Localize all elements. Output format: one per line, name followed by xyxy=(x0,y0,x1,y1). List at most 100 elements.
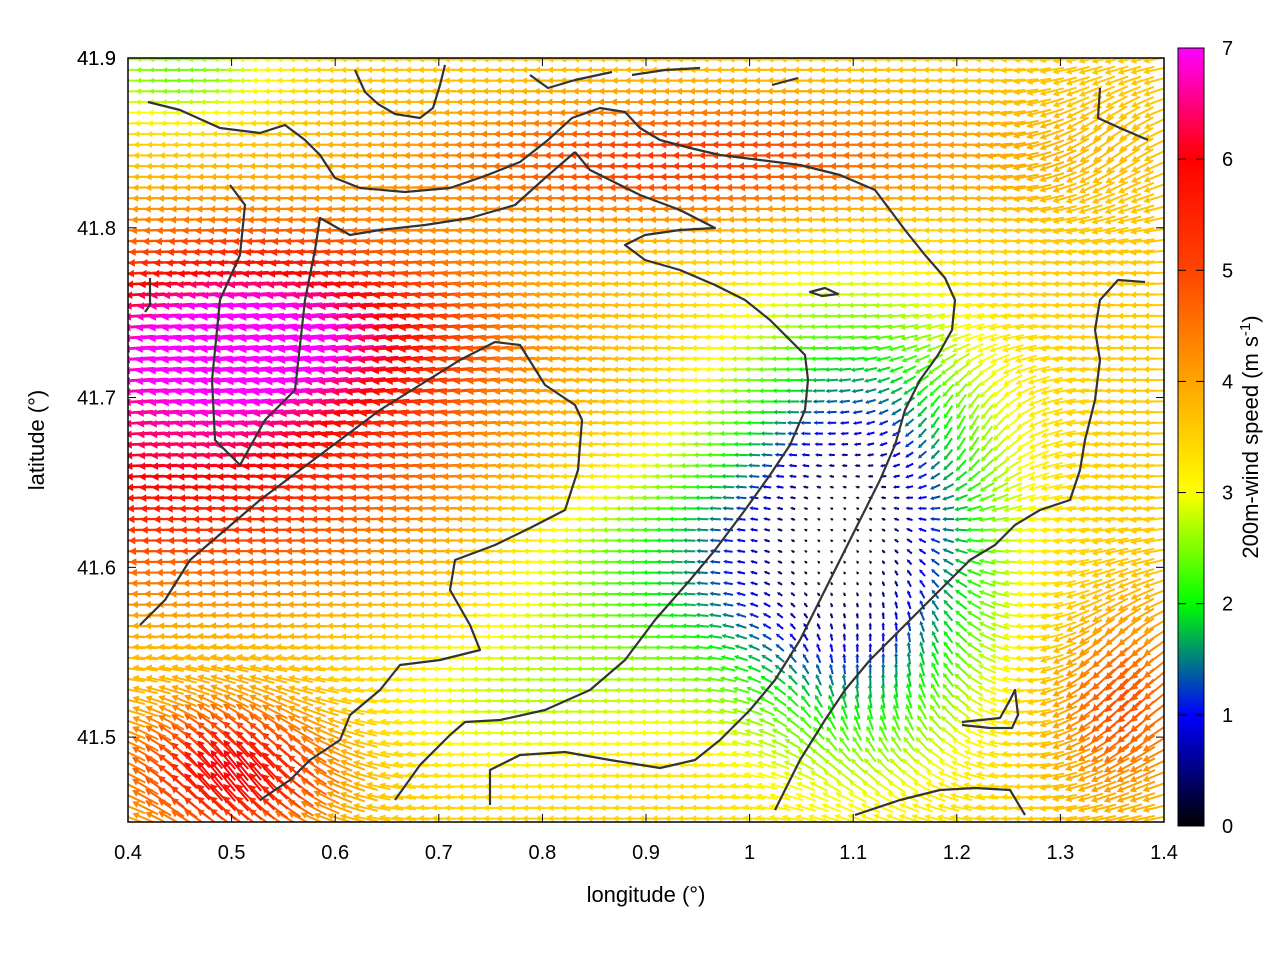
wind-arrow xyxy=(748,634,759,639)
wind-arrow xyxy=(917,397,927,407)
wind-arrow xyxy=(856,592,859,596)
wind-arrow xyxy=(722,506,734,510)
wind-arrow xyxy=(707,474,722,479)
wind-arrow xyxy=(1066,160,1089,172)
wind-arrow xyxy=(882,581,885,586)
wind-arrow xyxy=(750,603,759,607)
wind-arrow xyxy=(119,717,145,727)
wind-arrow xyxy=(856,623,859,630)
wind-arrow xyxy=(762,634,771,640)
wind-arrow xyxy=(878,399,889,404)
wind-arrow xyxy=(944,427,952,440)
wind-arrow xyxy=(856,582,859,585)
wind-arrow xyxy=(956,449,965,461)
wind-arrows xyxy=(110,56,1168,829)
wind-arrow xyxy=(759,399,774,404)
wind-arrow xyxy=(953,364,968,375)
wind-arrow xyxy=(804,529,807,532)
wind-arrow xyxy=(893,485,900,488)
wind-arrow xyxy=(830,613,833,618)
wind-arrow xyxy=(786,717,799,727)
wind-arrow xyxy=(878,410,888,415)
wind-arrow xyxy=(829,664,833,675)
wind-arrow xyxy=(1105,690,1128,713)
wind-arrow xyxy=(119,791,145,804)
wind-arrow xyxy=(750,560,757,563)
wind-arrow xyxy=(733,442,748,447)
wind-arrow xyxy=(907,570,911,576)
wind-arrow xyxy=(1052,685,1076,697)
wind-arrow xyxy=(843,529,846,532)
wind-arrow xyxy=(864,389,876,393)
wind-arrow xyxy=(1131,599,1154,611)
wind-arrow xyxy=(804,550,807,553)
wind-arrow xyxy=(815,695,822,707)
wind-arrow xyxy=(856,497,860,500)
wind-arrow xyxy=(815,464,821,467)
wind-arrow xyxy=(813,399,825,403)
wind-arrow xyxy=(867,453,874,456)
wind-arrow xyxy=(1105,579,1129,589)
wind-arrow xyxy=(855,643,859,652)
wind-arrow xyxy=(1052,717,1077,728)
wind-arrow xyxy=(853,421,862,425)
wind-arrow xyxy=(737,539,746,543)
wind-arrow xyxy=(907,549,912,554)
wind-arrow xyxy=(894,539,898,542)
wind-arrow xyxy=(1130,589,1154,600)
wind-arrow xyxy=(656,538,671,543)
wind-arrow xyxy=(1039,697,1063,706)
wind-arrow xyxy=(696,549,708,553)
wind-arrow xyxy=(804,540,807,543)
wind-arrow xyxy=(656,592,671,597)
wind-arrow xyxy=(788,685,798,695)
wind-arrow xyxy=(868,486,873,489)
wind-arrow xyxy=(1052,750,1077,760)
wind-arrow xyxy=(895,570,898,575)
wind-arrow xyxy=(843,602,846,607)
wind-arrow xyxy=(314,727,339,739)
wind-arrow xyxy=(930,473,940,479)
wind-arrow xyxy=(907,652,911,664)
wind-arrow xyxy=(906,539,912,543)
wind-arrow xyxy=(838,378,851,383)
wind-arrow xyxy=(643,549,658,554)
wind-arrow xyxy=(956,460,966,471)
wind-arrow xyxy=(708,645,723,650)
wind-arrow xyxy=(882,560,885,564)
wind-arrow xyxy=(882,612,886,619)
wind-arrow xyxy=(905,419,914,427)
wind-arrow xyxy=(817,540,820,543)
wind-arrow xyxy=(708,634,722,639)
wind-arrow xyxy=(1039,708,1064,717)
wind-arrow xyxy=(944,610,953,621)
wind-arrow xyxy=(857,571,860,574)
wind-arrow xyxy=(681,634,696,639)
wind-arrow xyxy=(866,432,874,436)
wind-arrow xyxy=(801,442,810,446)
wind-arrow xyxy=(301,716,326,728)
wind-arrow xyxy=(824,356,839,361)
wind-arrow xyxy=(830,592,833,596)
wind-arrow xyxy=(856,539,859,542)
wind-arrow xyxy=(710,581,721,585)
wind-arrow xyxy=(955,472,966,481)
wind-arrow xyxy=(1053,663,1077,674)
wind-arrow xyxy=(791,529,795,532)
wind-arrow xyxy=(966,517,981,522)
wind-arrow xyxy=(943,461,952,470)
wind-arrow xyxy=(763,592,770,595)
wind-arrow xyxy=(1053,643,1077,653)
wind-arrow xyxy=(930,538,940,542)
wind-arrow xyxy=(669,527,684,532)
wind-arrow xyxy=(668,634,684,639)
wind-arrow xyxy=(816,486,821,489)
wind-arrow xyxy=(763,624,771,629)
wind-arrow xyxy=(827,432,836,436)
wind-arrow xyxy=(683,549,696,554)
wind-arrow xyxy=(842,486,846,489)
wind-arrow xyxy=(867,464,873,467)
wind-arrow xyxy=(955,663,968,675)
wind-arrow xyxy=(722,602,733,606)
wind-arrow xyxy=(682,623,697,628)
